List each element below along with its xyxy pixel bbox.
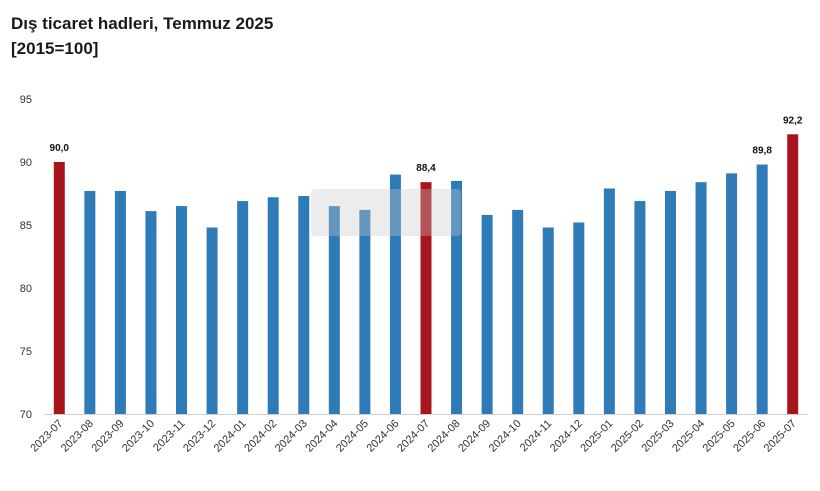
x-tick-label: 2025-06 (731, 418, 768, 455)
bar (420, 182, 432, 414)
x-tick-label: 2024-05 (334, 418, 371, 455)
bar (695, 182, 707, 414)
x-tick-label: 2024-10 (487, 418, 524, 455)
x-tick-label: 2024-04 (303, 418, 340, 455)
x-tick-label: 2023-08 (59, 418, 96, 455)
x-tick-label: 2024-03 (273, 418, 310, 455)
x-tick-label: 2025-07 (762, 418, 799, 455)
x-tick-label: 2024-01 (212, 418, 249, 455)
bar (84, 190, 96, 414)
x-tick-label: 2024-12 (548, 418, 585, 455)
bar (481, 214, 493, 414)
title-block: Dış ticaret hadleri, Temmuz 2025 [2015=1… (11, 11, 273, 61)
bar (114, 190, 126, 414)
data-label: 92,2 (783, 115, 803, 126)
x-tick-label: 2023-12 (181, 418, 218, 455)
x-tick-label: 2023-09 (89, 418, 126, 455)
data-label: 89,8 (752, 146, 772, 157)
x-tick-label: 2024-02 (242, 418, 279, 455)
bar (756, 164, 768, 414)
x-tick-label: 2023-11 (151, 418, 187, 454)
bar (664, 190, 676, 414)
bar (634, 201, 646, 414)
x-tick-label: 2025-05 (701, 418, 738, 455)
data-labels-group: 90,0 88,4 89,8 92,2 (50, 115, 803, 174)
bar (359, 209, 371, 414)
bar (787, 134, 799, 414)
x-tick-label: 2025-01 (578, 418, 615, 455)
chart-subtitle: [2015=100] (11, 39, 99, 58)
watermark-overlay (311, 189, 461, 236)
y-tick-label: 75 (20, 346, 32, 358)
y-tick-label: 85 (20, 220, 32, 232)
y-tick-label: 90 (20, 157, 32, 169)
data-label: 90,0 (50, 143, 70, 154)
bar (451, 180, 463, 414)
bar (206, 227, 218, 414)
bar (267, 197, 279, 414)
bar (603, 188, 615, 414)
bar (145, 211, 157, 414)
x-tick-label: 2024-09 (456, 418, 493, 455)
x-tick-label: 2024-06 (365, 418, 402, 455)
bars-group (53, 134, 799, 414)
y-tick-label: 70 (20, 409, 32, 421)
bar (389, 174, 401, 414)
y-tick-label: 95 (20, 94, 32, 106)
bar (328, 206, 340, 414)
data-label: 88,4 (416, 163, 436, 174)
bar (237, 201, 249, 414)
x-tick-label: 2025-04 (670, 418, 707, 455)
x-tick-label: 2024-11 (518, 418, 554, 454)
x-tick-label: 2025-03 (640, 418, 677, 455)
y-axis: 70 75 80 85 90 95 (20, 94, 32, 421)
x-tick-label: 2024-07 (395, 418, 432, 455)
bar (573, 222, 585, 414)
x-tick-label: 2024-08 (426, 418, 463, 455)
x-tick-label: 2023-10 (120, 418, 157, 455)
x-tick-label: 2023-07 (28, 418, 65, 455)
bar (542, 227, 554, 414)
x-axis: 2023-072023-082023-092023-102023-112023-… (28, 414, 808, 455)
y-tick-label: 80 (20, 283, 32, 295)
bar (512, 209, 524, 414)
bar (53, 162, 65, 414)
bar (298, 196, 310, 414)
x-tick-label: 2025-02 (609, 418, 646, 455)
chart-title: Dış ticaret hadleri, Temmuz 2025 (11, 14, 274, 33)
bar (726, 173, 738, 414)
bar (176, 206, 188, 414)
